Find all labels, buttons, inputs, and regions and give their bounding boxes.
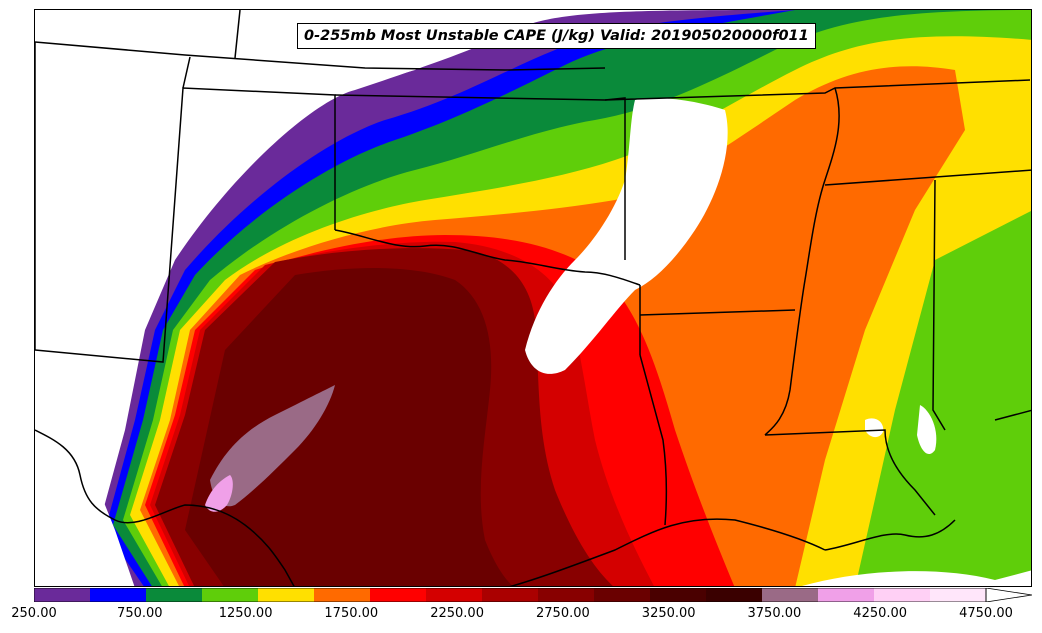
colorbar-segment [874, 588, 931, 602]
colorbar-tick-label: 1750.00 [324, 606, 379, 621]
colorbar-segment [930, 588, 987, 602]
coast-gulf-tx [509, 518, 826, 586]
cape-band-peak [205, 475, 233, 512]
cape-none-southwest [35, 430, 135, 586]
colorbar-segment [258, 588, 315, 602]
colorbar-segment [818, 588, 875, 602]
colorbar-ticks: 250.00 750.00 1250.00 1750.00 2250.00 2750.00… [0, 604, 1042, 624]
colorbar-extend-max [985, 588, 1032, 602]
colorbar-tick-label: 250.00 [11, 606, 57, 621]
border-tx-ok-red-river [334, 229, 641, 286]
colorbar-tick-label: 4250.00 [853, 606, 908, 621]
coast-gulf-la [824, 519, 956, 551]
border-ms-al [932, 179, 946, 431]
colorbar-segment [650, 588, 707, 602]
colorbar-segment [594, 588, 651, 602]
border-co-ks-ne [35, 41, 606, 71]
colorbar-tick-label: 750.00 [117, 606, 163, 621]
colorbar-tick-label: 1250.00 [218, 606, 273, 621]
cape-none-gulf [802, 570, 1031, 586]
colorbar-segment [706, 588, 763, 602]
colorbar-segment [146, 588, 203, 602]
colorbar-segment [482, 588, 539, 602]
colorbar-segment [34, 588, 91, 602]
cape-none-louisiana-spot [865, 418, 884, 438]
cape-none-oklahoma [525, 98, 728, 374]
cape-band-extreme [210, 385, 335, 507]
cape-colorbar [34, 588, 1032, 602]
map-title: 0-255mb Most Unstable CAPE (J/kg) Valid:… [297, 23, 816, 49]
political-borders [35, 10, 1031, 586]
colorbar-tick-label: 3250.00 [641, 606, 696, 621]
border-tx-la [639, 354, 668, 526]
border-panhandle [182, 56, 191, 89]
colorbar-outline [34, 588, 987, 602]
cape-band-extreme-dark [185, 268, 513, 586]
colorbar-segment [90, 588, 147, 602]
cape-none-mississippi-spot [917, 405, 937, 455]
colorbar-segment [202, 588, 259, 602]
cape-none-north [35, 10, 515, 320]
border-tx-mexico [35, 429, 295, 586]
map-panel: 0-255mb Most Unstable CAPE (J/kg) Valid:… [34, 9, 1032, 587]
colorbar-segment [538, 588, 595, 602]
colorbar-segment [370, 588, 427, 602]
colorbar-tick-label: 3750.00 [747, 606, 802, 621]
border-ar-mo [604, 79, 1031, 101]
colorbar-tick-label: 2750.00 [536, 606, 590, 621]
border-ut-co [234, 10, 241, 59]
border-tn [824, 169, 1031, 186]
colorbar-segment [762, 588, 819, 602]
border-la-ms [764, 429, 936, 516]
border-ar-la [639, 309, 796, 316]
cape-map [35, 10, 1031, 586]
colorbar-tick-label: 2250.00 [430, 606, 484, 621]
colorbar-segment [314, 588, 371, 602]
colorbar-tick-label: 4750.00 [959, 606, 1013, 621]
border-mississippi-river [764, 87, 840, 436]
border-al-ga [994, 409, 1031, 421]
colorbar-segment [426, 588, 483, 602]
